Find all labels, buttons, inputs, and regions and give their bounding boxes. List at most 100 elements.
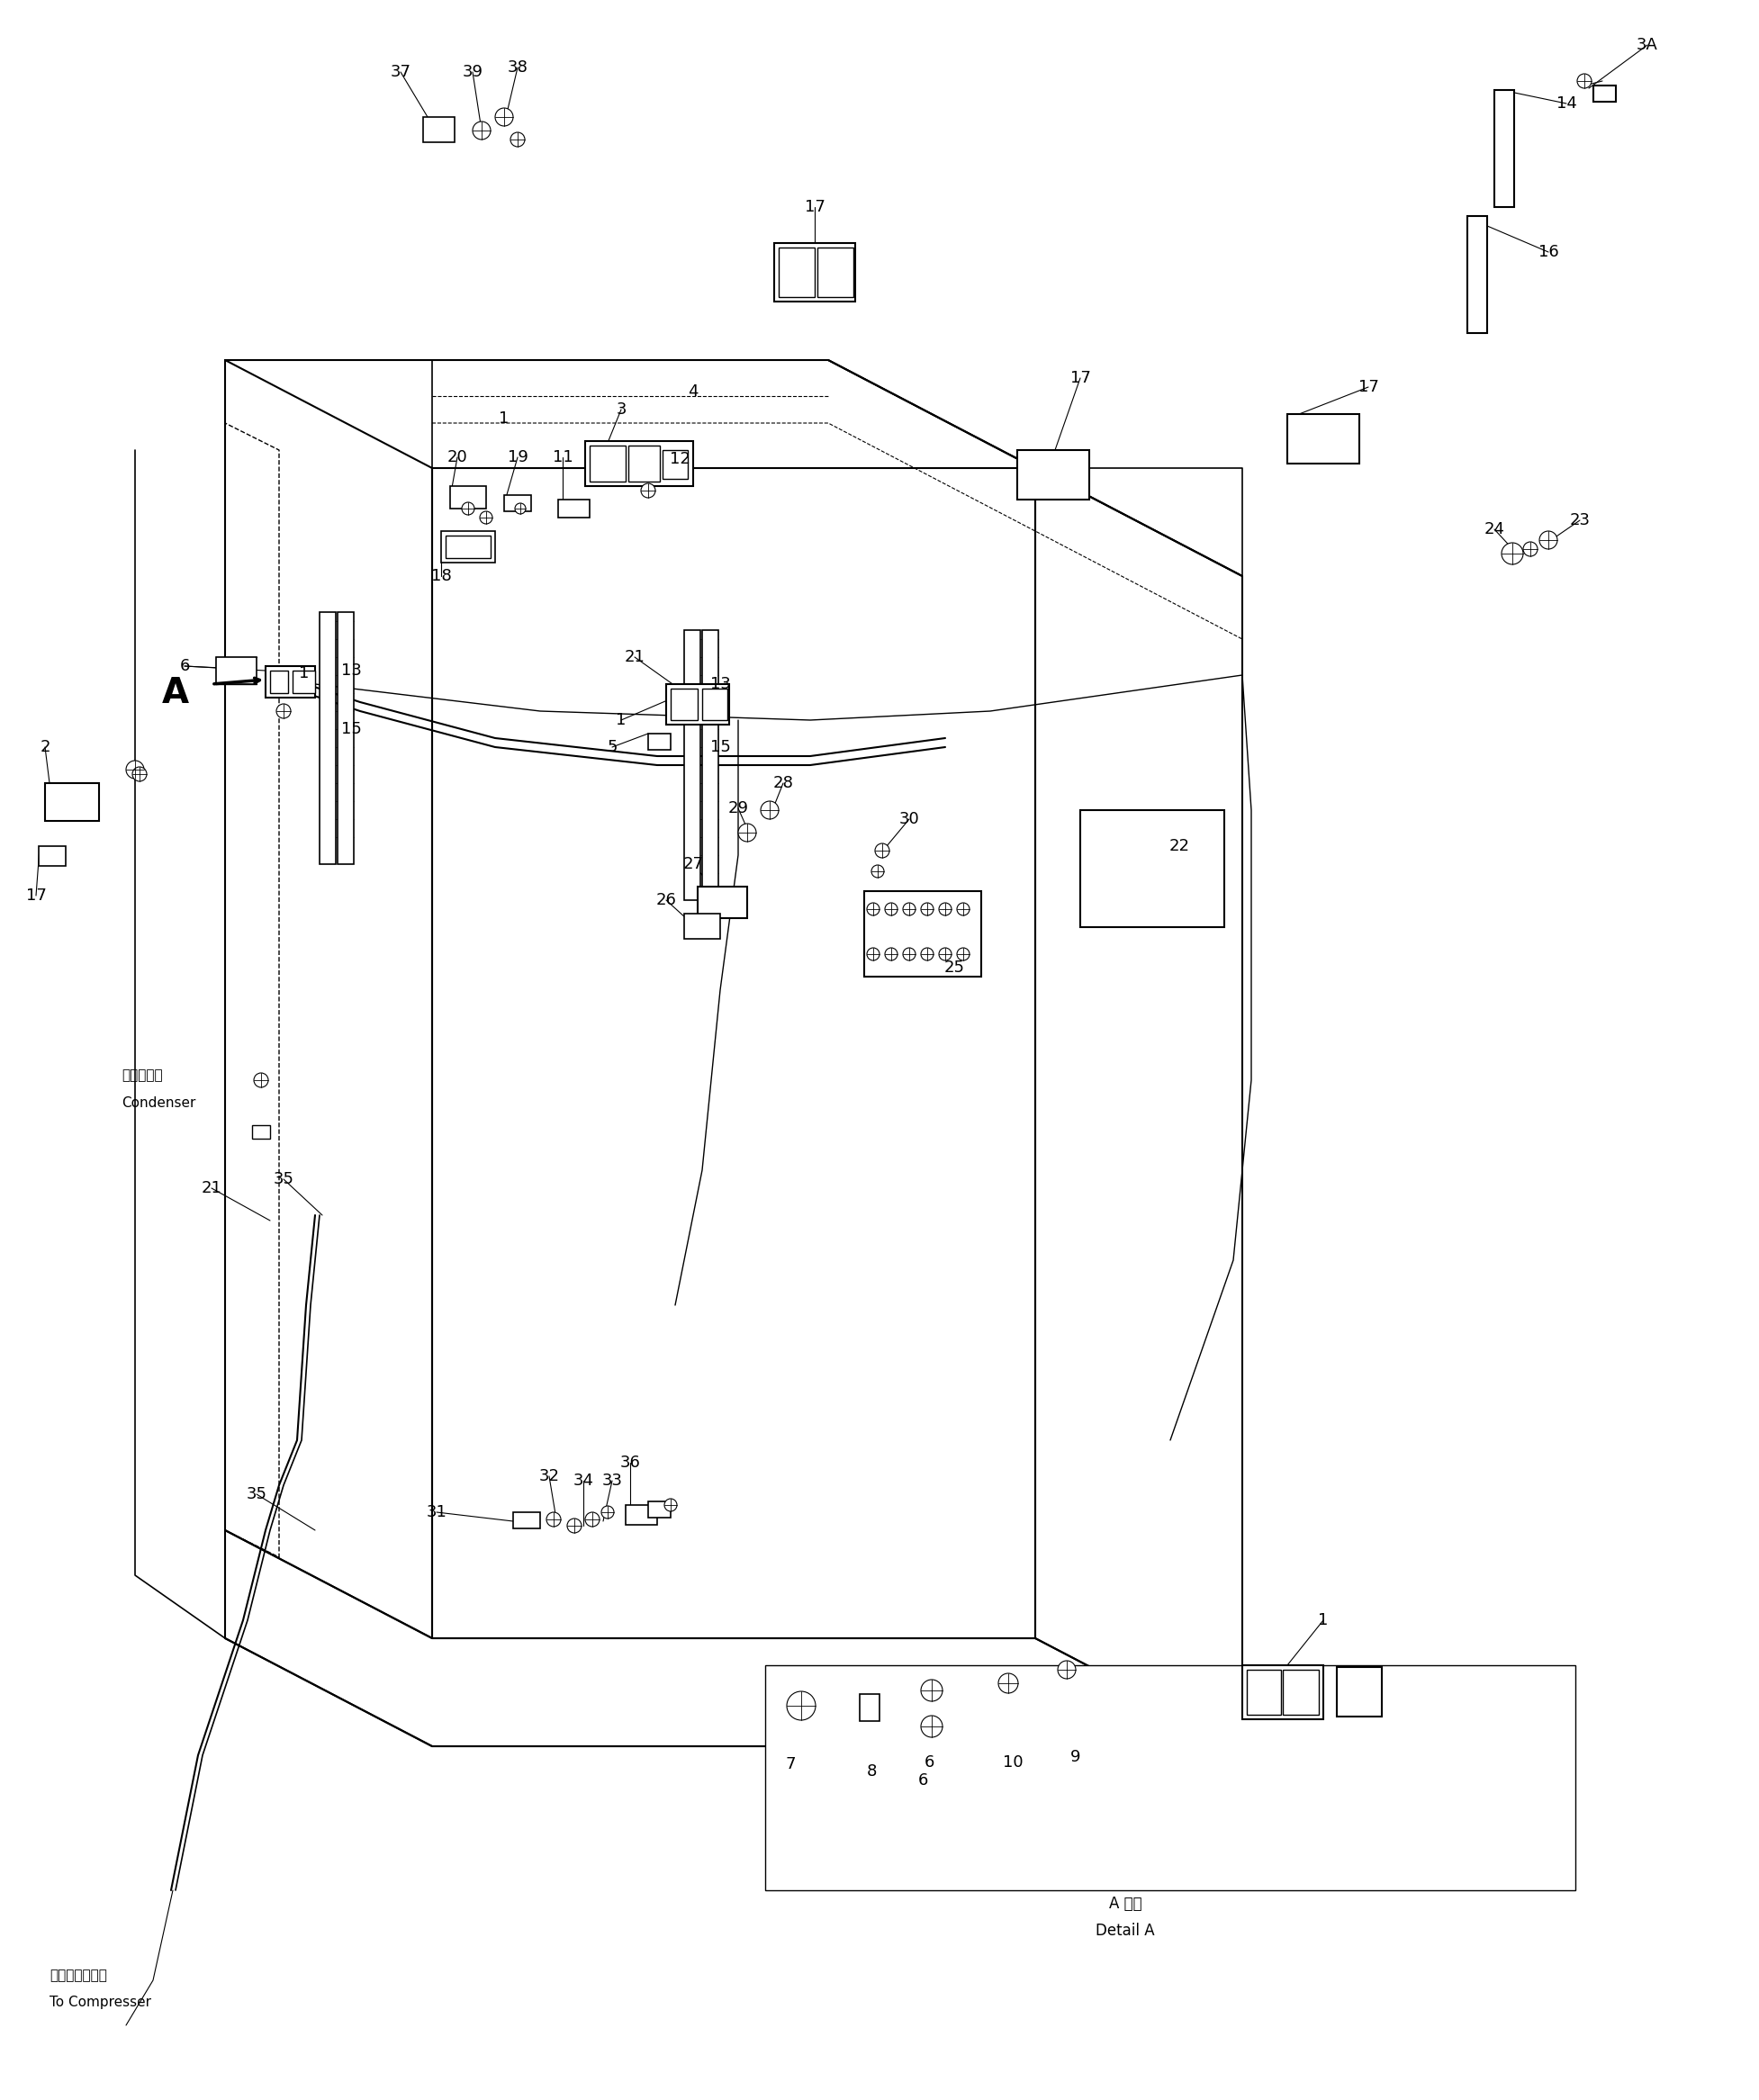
Text: Condenser: Condenser (121, 1096, 195, 1109)
Bar (266, 666, 315, 697)
Bar (292, 670, 315, 693)
Circle shape (922, 1716, 943, 1737)
Text: A 詳細: A 詳細 (1108, 1896, 1142, 1911)
Bar (698, 886, 748, 918)
Bar (860, 1695, 880, 1722)
Text: 34: 34 (573, 1472, 595, 1489)
Text: 20: 20 (447, 449, 468, 466)
Bar (684, 914, 719, 939)
Bar (338, 611, 354, 863)
Text: 11: 11 (552, 449, 573, 466)
Text: 26: 26 (656, 892, 677, 907)
Circle shape (1502, 542, 1523, 565)
Circle shape (586, 1512, 600, 1527)
Circle shape (939, 903, 952, 916)
Text: 6: 6 (923, 1753, 934, 1770)
Bar (424, 118, 454, 143)
Circle shape (127, 760, 144, 779)
Text: 13: 13 (711, 676, 730, 693)
Bar (1337, 1667, 1383, 1716)
Text: 15: 15 (711, 739, 730, 756)
Text: 21: 21 (624, 649, 646, 666)
Text: 27: 27 (682, 857, 704, 871)
Bar (626, 1506, 658, 1525)
Circle shape (957, 903, 969, 916)
Circle shape (739, 823, 756, 842)
Text: 33: 33 (602, 1472, 623, 1489)
Bar (864, 890, 982, 976)
Bar (765, 1665, 1576, 1890)
Circle shape (640, 483, 656, 498)
Circle shape (1578, 74, 1592, 88)
Circle shape (902, 903, 915, 916)
Circle shape (922, 903, 934, 916)
Text: To Compresser: To Compresser (49, 1995, 151, 2010)
Bar (1594, 86, 1617, 101)
Circle shape (786, 1690, 816, 1720)
Bar (684, 630, 700, 901)
Bar (647, 1502, 670, 1518)
Bar (320, 611, 336, 863)
Text: 35: 35 (273, 1172, 294, 1186)
Text: 36: 36 (619, 1455, 640, 1470)
Text: 6: 6 (179, 657, 190, 674)
Circle shape (253, 1073, 269, 1088)
Bar (1288, 414, 1360, 464)
Circle shape (515, 504, 526, 514)
Circle shape (999, 1674, 1018, 1693)
Text: 24: 24 (1485, 521, 1504, 538)
Bar (1467, 216, 1486, 334)
Text: 1: 1 (616, 712, 626, 729)
Bar (1080, 811, 1224, 926)
Circle shape (665, 1499, 677, 1512)
Circle shape (867, 947, 880, 960)
Text: 3A: 3A (1636, 38, 1659, 52)
Text: 6: 6 (918, 1772, 927, 1789)
Circle shape (867, 903, 880, 916)
Text: 2: 2 (40, 739, 51, 756)
Circle shape (547, 1512, 561, 1527)
Bar (628, 445, 660, 481)
Circle shape (760, 800, 779, 819)
Text: 30: 30 (899, 811, 920, 827)
Circle shape (939, 947, 952, 960)
Circle shape (871, 865, 885, 878)
Bar (779, 248, 814, 296)
Text: 1: 1 (1317, 1613, 1328, 1628)
Text: Detail A: Detail A (1096, 1924, 1156, 1938)
Bar (514, 1512, 540, 1529)
Circle shape (473, 122, 491, 139)
Circle shape (276, 704, 290, 718)
Text: 14: 14 (1557, 94, 1576, 111)
Text: 31: 31 (426, 1504, 447, 1520)
Circle shape (463, 502, 475, 514)
Circle shape (902, 947, 915, 960)
Text: 32: 32 (538, 1468, 559, 1485)
Bar (252, 1126, 271, 1138)
Text: 8: 8 (865, 1764, 876, 1779)
Text: コンデンサ: コンデンサ (121, 1069, 162, 1082)
Circle shape (885, 947, 897, 960)
Text: 25: 25 (945, 960, 964, 976)
Bar (702, 630, 718, 901)
Text: 15: 15 (341, 720, 361, 737)
Bar (558, 500, 589, 517)
Circle shape (494, 107, 514, 126)
Text: 35: 35 (246, 1487, 267, 1501)
Circle shape (957, 947, 969, 960)
Bar (1017, 449, 1089, 500)
Text: 17: 17 (1069, 370, 1091, 386)
Text: 1: 1 (500, 410, 510, 426)
Bar (1247, 1670, 1281, 1716)
Text: 21: 21 (201, 1180, 222, 1197)
Circle shape (922, 1680, 943, 1701)
Text: 4: 4 (688, 384, 698, 399)
Text: 7: 7 (785, 1756, 795, 1772)
Circle shape (874, 844, 890, 857)
Bar (450, 485, 485, 508)
Text: 38: 38 (507, 59, 528, 76)
Text: 23: 23 (1569, 512, 1590, 529)
Circle shape (885, 903, 897, 916)
Bar (586, 441, 693, 485)
Text: 17: 17 (804, 199, 825, 214)
